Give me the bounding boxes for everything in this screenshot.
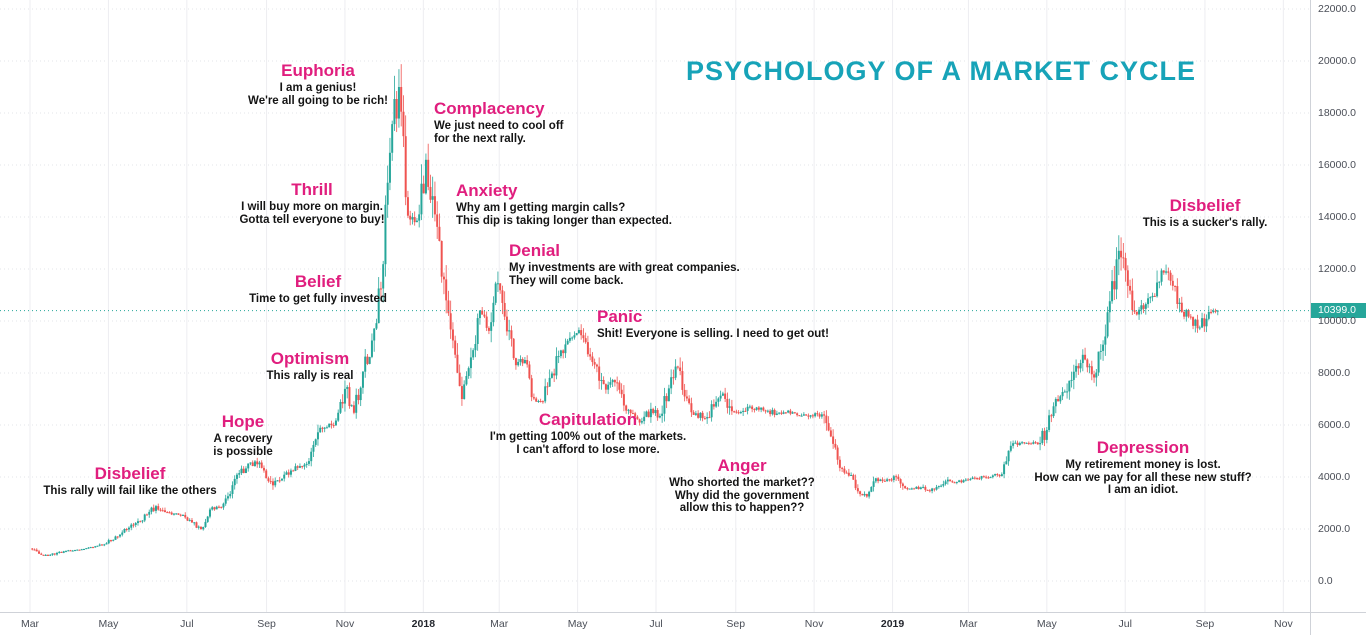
annotation-title: Capitulation — [538, 410, 638, 429]
annotation-thrill: Thrill I will buy more on margin. Gotta te… — [239, 180, 384, 226]
annotation-title: Hope — [221, 412, 265, 431]
time-axis-label: 2019 — [880, 618, 905, 630]
time-axis-label: Jul — [180, 618, 194, 630]
annotation-text: I am an idiot. — [1107, 484, 1179, 496]
annotation-euphoria: Euphoria I am a genius! We're all going to… — [248, 61, 388, 107]
price-axis-label: 8000.0 — [1318, 367, 1351, 379]
price-axis-label: 14000.0 — [1318, 211, 1356, 223]
annotation-optimism: Optimism This rally is real — [267, 349, 354, 383]
annotation-denial: Denial My investments are with great comp… — [509, 241, 740, 287]
annotation-text: is possible — [213, 445, 273, 458]
annotation-text: I'm getting 100% out of the markets. — [489, 431, 687, 443]
price-axis-label: 12000.0 — [1318, 263, 1356, 275]
annotation-title: Denial — [509, 241, 561, 260]
annotation-title: Belief — [294, 272, 342, 291]
annotation-text: allow this to happen?? — [679, 502, 805, 514]
annotation-capitulation: Capitulation I'm getting 100% out of the … — [490, 410, 686, 456]
price-axis-label: 4000.0 — [1318, 471, 1351, 483]
annotation-text: Why am I getting margin calls? — [456, 202, 626, 214]
price-axis-label: 0.0 — [1318, 575, 1333, 587]
price-axis-label: 22000.0 — [1318, 3, 1356, 15]
annotation-disbelief-early: Disbelief This rally will fail like the o… — [43, 464, 216, 498]
annotation-title: Disbelief — [94, 464, 166, 483]
annotation-text: My retirement money is lost. — [1065, 459, 1221, 471]
annotation-title: Euphoria — [281, 61, 355, 80]
annotation-text: I can't afford to lose more. — [516, 443, 660, 456]
price-axis-label: 10000.0 — [1318, 315, 1356, 327]
time-axis-label: Jul — [1118, 618, 1132, 630]
time-axis-label: Nov — [335, 618, 355, 630]
axis-corner — [1310, 612, 1366, 635]
annotation-text: Who shorted the market?? — [669, 477, 815, 489]
annotation-text: Shit! Everyone is selling. I need to get… — [597, 328, 829, 340]
time-axis-label: 2018 — [411, 618, 436, 630]
annotation-text: How can we pay for all these new stuff? — [1034, 471, 1252, 484]
annotation-text: for the next rally. — [434, 132, 526, 145]
price-axis-label: 18000.0 — [1318, 107, 1356, 119]
annotation-text: Gotta tell everyone to buy! — [239, 213, 385, 226]
time-axis-label: Sep — [257, 618, 276, 630]
annotation-panic: Panic Shit! Everyone is selling. I need t… — [597, 307, 829, 341]
annotation-text: This rally will fail like the others — [43, 485, 217, 497]
annotation-title: Disbelief — [1169, 196, 1241, 215]
annotation-text: This is a sucker's rally. — [1142, 217, 1268, 229]
time-axis-label: Sep — [726, 618, 746, 630]
annotation-text: I will buy more on margin. — [241, 201, 383, 213]
time-axis-label: Nov — [804, 618, 824, 630]
price-axis-label: 2000.0 — [1318, 523, 1351, 535]
annotation-title: Complacency — [434, 99, 545, 118]
chart-title: PSYCHOLOGY OF A MARKET CYCLE — [685, 56, 1197, 86]
annotation-hope: Hope A recovery is possible — [213, 412, 272, 458]
time-axis-label: Nov — [1274, 618, 1293, 630]
price-axis-label: 20000.0 — [1318, 55, 1356, 67]
annotation-title: Panic — [597, 307, 643, 326]
time-axis-label: May — [98, 618, 119, 630]
time-axis[interactable]: Mar May Jul Sep Nov 2018 Mar May Jul Sep Nov 2019 Ma… — [0, 612, 1310, 635]
annotation-disbelief-late: Disbelief This is a sucker's rally. — [1143, 196, 1268, 230]
time-axis-label: Mar — [490, 618, 509, 630]
annotation-text: We just need to cool off — [434, 120, 564, 132]
price-axis-label: 6000.0 — [1318, 419, 1351, 431]
time-axis-label: Sep — [1195, 618, 1215, 630]
annotation-title: Anxiety — [456, 181, 518, 200]
time-axis-label: Mar — [959, 618, 978, 630]
time-axis-label: Mar — [20, 618, 40, 630]
annotation-anger: Anger Who shorted the market?? Why did the… — [669, 456, 815, 515]
annotation-text: Time to get fully invested — [249, 293, 387, 305]
time-axis-label: Jul — [649, 618, 663, 630]
annotation-text: A recovery — [213, 433, 273, 445]
annotation-text: This rally is real — [266, 370, 354, 382]
price-axis-label: 16000.0 — [1318, 159, 1356, 171]
time-axis-label: May — [567, 618, 588, 630]
annotation-title: Depression — [1096, 438, 1190, 457]
annotation-anxiety: Anxiety Why am I getting margin calls? Thi… — [456, 181, 672, 227]
price-chart-svg — [0, 0, 1310, 612]
annotation-text: This dip is taking longer than expected. — [456, 214, 672, 227]
annotation-complacency: Complacency We just need to cool off for t… — [434, 99, 563, 145]
annotation-text: Why did the government — [674, 489, 810, 502]
annotation-title: Anger — [717, 456, 767, 475]
annotation-belief: Belief Time to get fully invested — [249, 272, 387, 306]
annotation-text: We're all going to be rich! — [248, 94, 388, 107]
annotation-text: They will come back. — [509, 274, 624, 287]
annotation-depression: Depression My retirement money is lost. Ho… — [1034, 438, 1251, 497]
annotation-title: Thrill — [291, 180, 333, 199]
chart-plot-area[interactable]: PSYCHOLOGY OF A MARKET CYCLE Disbelief Th… — [0, 0, 1310, 612]
time-axis-label: May — [1036, 618, 1057, 630]
annotation-text: I am a genius! — [279, 82, 357, 94]
annotation-text: My investments are with great companies. — [509, 262, 740, 274]
price-axis[interactable]: 10399.0 22000.0 20000.0 18000.0 16000.0 1400… — [1310, 0, 1366, 612]
annotation-title: Optimism — [270, 349, 350, 368]
last-price-badge: 10399.0 — [1311, 303, 1366, 319]
